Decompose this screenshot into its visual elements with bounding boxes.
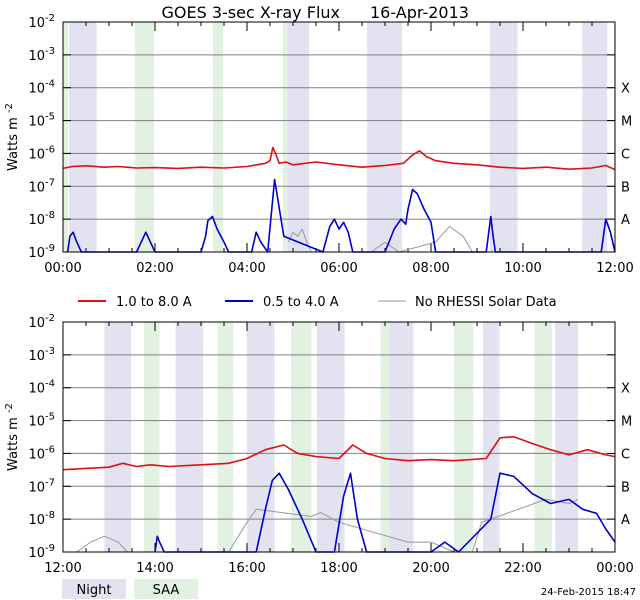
class-label-c: C bbox=[621, 147, 630, 162]
saa-label: SAA bbox=[153, 583, 180, 598]
x-tick-label: 08:00 bbox=[412, 261, 449, 276]
x-tick-label: 16:00 bbox=[228, 561, 265, 576]
night-band bbox=[489, 22, 518, 252]
night-band bbox=[247, 322, 275, 552]
night-band bbox=[68, 22, 97, 252]
class-label-a: A bbox=[621, 513, 630, 528]
saa-band bbox=[282, 22, 288, 252]
x-tick-label: 18:00 bbox=[320, 561, 357, 576]
x-tick-label: 02:00 bbox=[136, 261, 173, 276]
class-label-b: B bbox=[621, 180, 630, 195]
y-tick-label: 10-7 bbox=[28, 477, 55, 495]
y-tick-label: 10-9 bbox=[28, 543, 55, 561]
y-tick-label: 10-3 bbox=[28, 46, 55, 64]
night-band bbox=[367, 22, 403, 252]
saa-band bbox=[380, 322, 390, 552]
class-label-b: B bbox=[621, 480, 630, 495]
y-tick-label: 10-5 bbox=[28, 112, 55, 130]
class-label-m: M bbox=[621, 115, 632, 130]
class-label-a: A bbox=[621, 213, 630, 228]
y-tick-label: 10-6 bbox=[28, 144, 55, 162]
x-tick-label: 20:00 bbox=[412, 561, 449, 576]
y-tick-label: 10-4 bbox=[28, 379, 55, 397]
y-axis-title: Watts m -2 bbox=[4, 403, 21, 471]
night-band bbox=[582, 22, 608, 252]
top-panel: 10-2 10-3 10-4 10-5 10-6 10-7 10-8 10-9 Watts m … bbox=[4, 13, 634, 276]
y-tick-label: 10-8 bbox=[28, 210, 55, 228]
y-tick-label: 10-8 bbox=[28, 510, 55, 528]
series-legend: 1.0 to 8.0 A 0.5 to 4.0 A No RHESSI Sola… bbox=[78, 295, 557, 310]
saa-band bbox=[291, 322, 312, 552]
night-band bbox=[175, 322, 204, 552]
class-label-x: X bbox=[621, 82, 630, 97]
y-axis-title: Watts m -2 bbox=[4, 103, 21, 171]
saa-band bbox=[217, 322, 234, 552]
class-label-c: C bbox=[621, 447, 630, 462]
y-tick-label: 10-4 bbox=[28, 79, 55, 97]
chart-title: GOES 3-sec X-ray Flux bbox=[162, 3, 341, 22]
x-tick-label: 12:00 bbox=[44, 561, 81, 576]
x-tick-label: 00:00 bbox=[44, 261, 81, 276]
y-tick-label: 10-7 bbox=[28, 177, 55, 195]
y-tick-label: 10-2 bbox=[28, 313, 55, 331]
chart-date: 16-Apr-2013 bbox=[370, 3, 469, 22]
x-tick-label: 22:00 bbox=[504, 561, 541, 576]
series-line-long bbox=[62, 435, 616, 471]
night-swatch bbox=[62, 579, 126, 599]
night-band bbox=[389, 322, 414, 552]
y-tick-label: 10-2 bbox=[28, 13, 55, 31]
class-label-m: M bbox=[621, 415, 632, 430]
y-tick-label: 10-3 bbox=[28, 346, 55, 364]
plot-frame bbox=[62, 21, 616, 253]
y-tick-label: 10-5 bbox=[28, 412, 55, 430]
bottom-panel: 10-2 10-3 10-4 10-5 10-6 10-7 10-8 10-9 Watts m … bbox=[4, 313, 634, 576]
legend-label-nodata: No RHESSI Solar Data bbox=[415, 295, 557, 310]
saa-band bbox=[454, 322, 474, 552]
night-band bbox=[104, 322, 132, 552]
saa-band bbox=[534, 322, 552, 552]
legend-label-long: 1.0 to 8.0 A bbox=[116, 295, 192, 310]
night-label: Night bbox=[77, 583, 112, 598]
x-tick-label: 12:00 bbox=[596, 261, 633, 276]
x-tick-label: 06:00 bbox=[320, 261, 357, 276]
class-label-x: X bbox=[621, 382, 630, 397]
series-line-long bbox=[62, 146, 616, 171]
night-band bbox=[287, 22, 310, 252]
saa-band bbox=[143, 322, 160, 552]
y-tick-label: 10-9 bbox=[28, 243, 55, 261]
y-tick-label: 10-6 bbox=[28, 444, 55, 462]
saa-band bbox=[212, 22, 224, 252]
region-legend: Night SAA bbox=[62, 579, 198, 599]
saa-band bbox=[134, 22, 155, 252]
x-tick-label: 10:00 bbox=[504, 261, 541, 276]
x-tick-label: 14:00 bbox=[136, 561, 173, 576]
legend-label-short: 0.5 to 4.0 A bbox=[263, 295, 339, 310]
footer-timestamp: 24-Feb-2015 18:47 bbox=[541, 587, 636, 598]
x-tick-label: 04:00 bbox=[228, 261, 265, 276]
night-band bbox=[555, 322, 579, 552]
saa-band bbox=[63, 22, 69, 252]
saa-swatch bbox=[134, 579, 198, 599]
plot-frame bbox=[62, 321, 616, 553]
x-tick-label: 00:00 bbox=[596, 561, 633, 576]
